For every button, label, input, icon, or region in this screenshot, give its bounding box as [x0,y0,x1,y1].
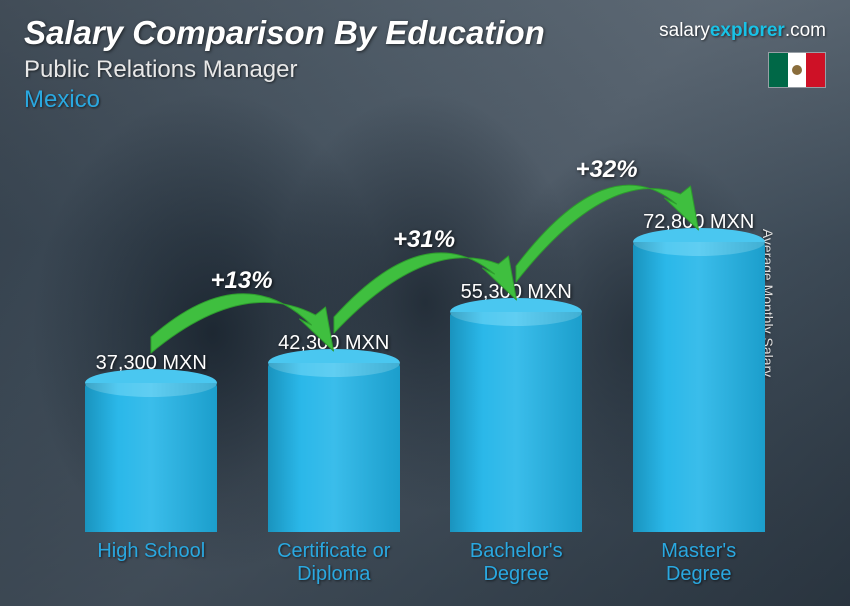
bar-category-label: Certificate or Diploma [277,540,390,588]
bar [633,242,765,532]
chart-column: 42,300 MXNCertificate or Diploma [243,332,426,588]
brand-suffix: .com [785,20,826,41]
chart-subtitle: Public Relations Manager [24,56,826,84]
brand-prefix: salary [659,20,710,41]
brand-accent: explorer [710,20,785,41]
chart-country: Mexico [24,86,826,114]
bar-category-label: High School [97,540,205,588]
chart-column: 37,300 MXNHigh School [60,352,243,588]
bar [450,312,582,532]
chart-column: 72,800 MXNMaster's Degree [608,211,791,588]
bar-chart: 37,300 MXNHigh School42,300 MXNCertifica… [60,130,790,588]
flag-icon [768,52,826,88]
brand-logo: salaryexplorer.com [659,20,826,42]
bar-category-label: Master's Degree [661,540,736,588]
bar-category-label: Bachelor's Degree [470,540,563,588]
bar [85,383,217,532]
chart-column: 55,300 MXNBachelor's Degree [425,281,608,588]
bar [268,363,400,532]
